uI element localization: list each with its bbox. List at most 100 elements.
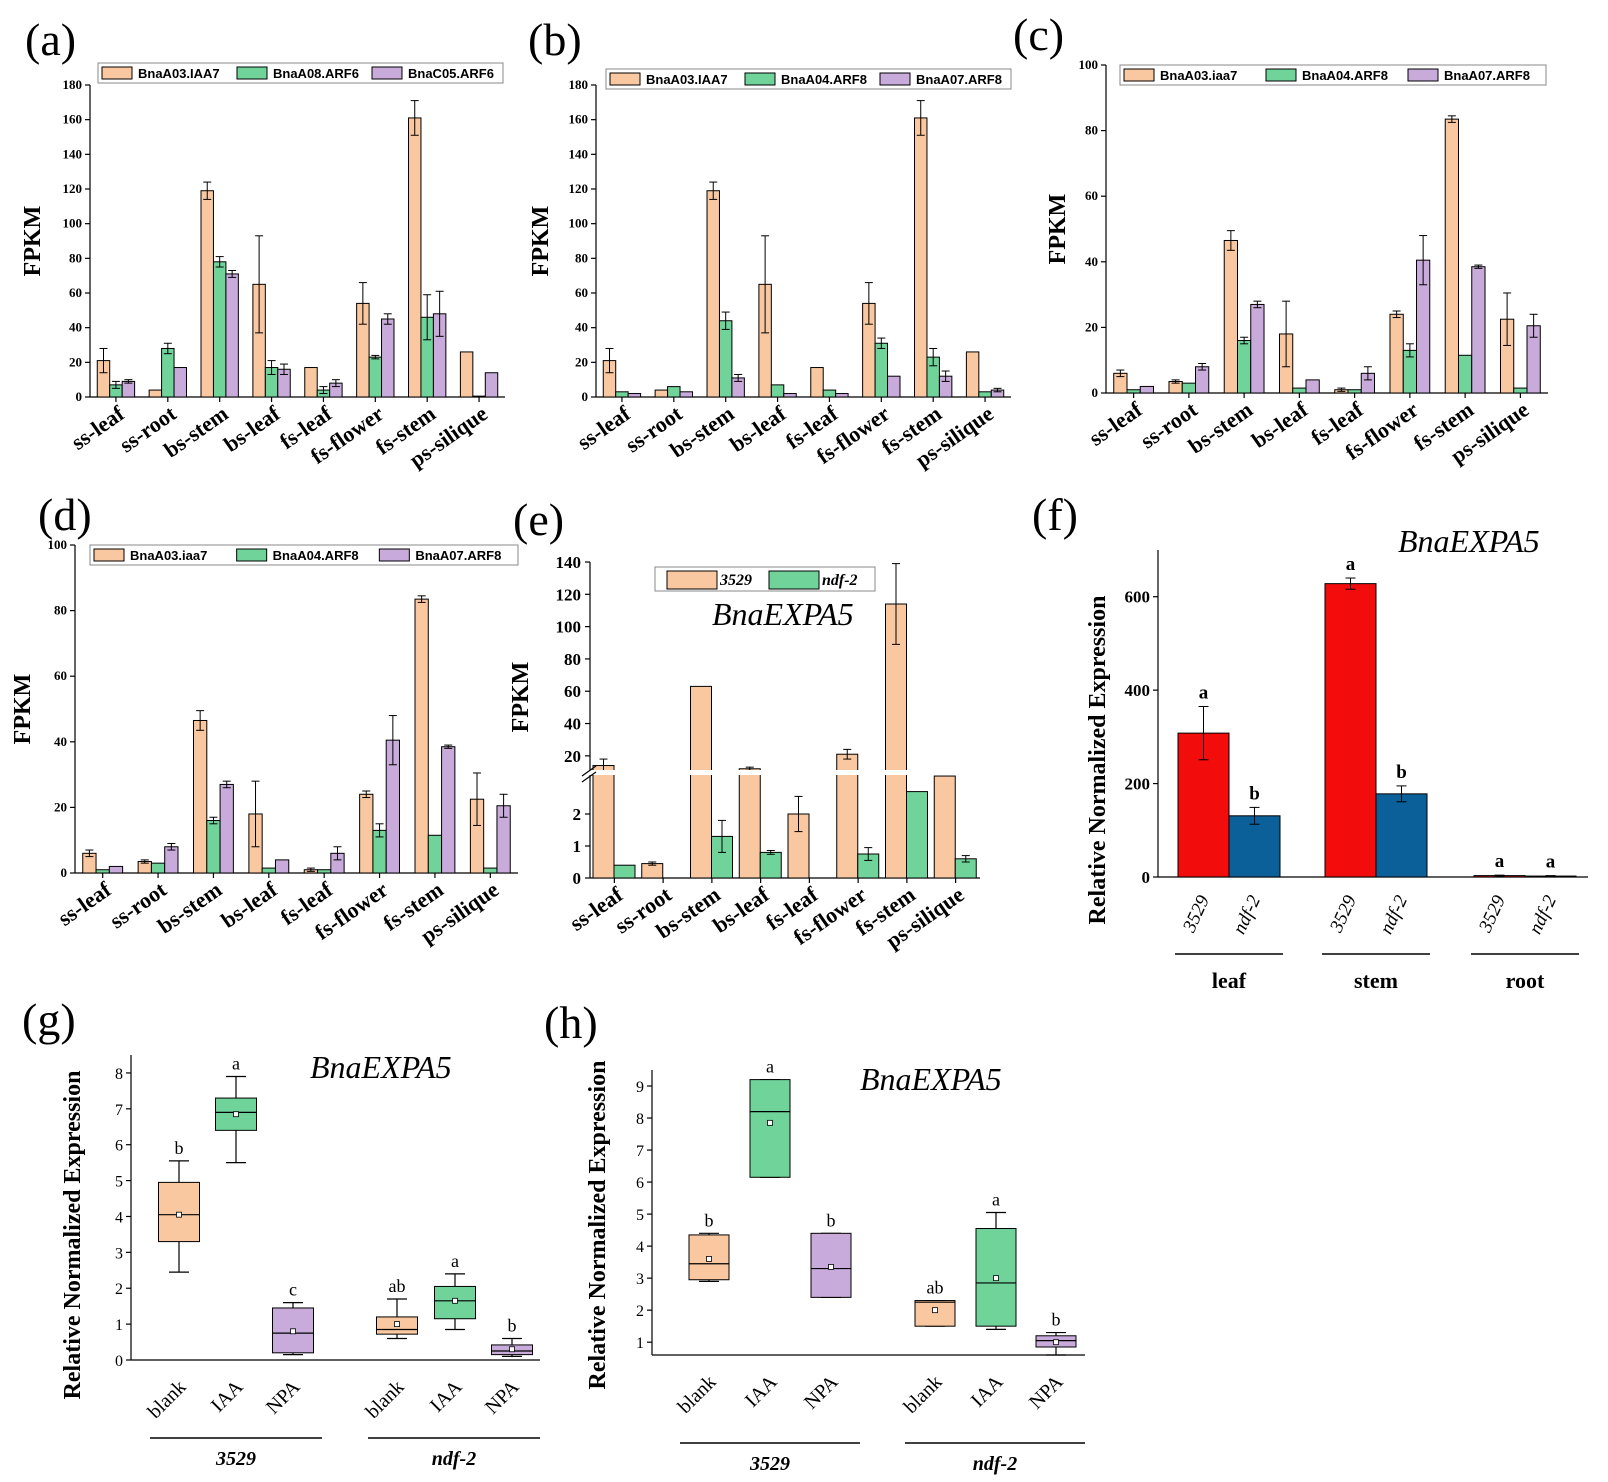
bar bbox=[225, 273, 239, 398]
bar bbox=[933, 775, 956, 879]
bar bbox=[1389, 313, 1404, 394]
legend-entry: BnaA07.ARF8 bbox=[1444, 68, 1530, 83]
bar bbox=[810, 367, 824, 398]
group-label: leaf bbox=[1212, 968, 1247, 993]
y-tick-label: 40 bbox=[564, 715, 581, 734]
bar bbox=[381, 318, 395, 398]
x-tick-label: IAA bbox=[741, 1371, 782, 1412]
significance-letter: b bbox=[827, 1210, 836, 1230]
bar bbox=[770, 384, 785, 398]
significance-letter: b bbox=[705, 1210, 714, 1230]
bar bbox=[1513, 387, 1528, 394]
mean-marker bbox=[509, 1346, 515, 1353]
legend: 3529 ndf-2 bbox=[654, 566, 876, 592]
bar bbox=[1126, 389, 1141, 394]
bar bbox=[718, 320, 733, 398]
axis-break-mark bbox=[581, 765, 597, 777]
x-tick-label: ss-leaf bbox=[53, 876, 116, 931]
legend: BnaA03.IAA7 BnaA08.ARF6 BnaC05.ARF6 bbox=[97, 62, 504, 84]
bar bbox=[1292, 387, 1307, 394]
y-tick-label: 100 bbox=[48, 537, 68, 552]
x-tick-label: ndf-2 bbox=[1229, 892, 1265, 938]
bar bbox=[359, 793, 374, 874]
legend-entry: BnaA04.ARF8 bbox=[1302, 68, 1388, 83]
mean-marker bbox=[993, 1275, 999, 1282]
y-tick-label: 20 bbox=[1085, 319, 1098, 334]
legend-swatch bbox=[1265, 68, 1297, 82]
legend-swatch bbox=[879, 72, 911, 86]
y-tick-label: 4 bbox=[115, 1209, 123, 1226]
panel-label: (g) bbox=[22, 994, 76, 1045]
legend-box bbox=[1119, 64, 1547, 86]
bar bbox=[654, 389, 669, 398]
chart-title: BnaEXPA5 bbox=[310, 1049, 452, 1085]
y-tick-label: 80 bbox=[1085, 123, 1098, 138]
box bbox=[749, 1079, 791, 1178]
bar bbox=[1324, 583, 1377, 878]
bar bbox=[148, 389, 163, 398]
bar bbox=[906, 791, 928, 879]
y-tick-label: 20 bbox=[54, 799, 67, 814]
legend-entry: BnaA07.ARF8 bbox=[916, 72, 1002, 87]
y-tick-label: 7 bbox=[115, 1102, 123, 1119]
panel-label: (d) bbox=[38, 489, 92, 540]
panel-label: (c) bbox=[1013, 9, 1064, 60]
y-axis-title: FPKM bbox=[1045, 194, 1071, 265]
bar bbox=[592, 765, 615, 879]
y-axis-title: FPKM bbox=[20, 206, 46, 277]
bar bbox=[200, 190, 214, 398]
y-tick-label: 140 bbox=[556, 553, 582, 572]
legend-swatch bbox=[609, 72, 641, 86]
mean-marker bbox=[452, 1297, 458, 1304]
panel-b: (b)020406080100120140160180FPKMss-leafss… bbox=[528, 14, 1012, 472]
y-tick-label: 20 bbox=[575, 354, 588, 369]
bar bbox=[368, 356, 383, 398]
box bbox=[158, 1181, 200, 1243]
mean-marker bbox=[828, 1264, 834, 1270]
bar bbox=[874, 342, 889, 398]
mean-marker bbox=[176, 1211, 182, 1218]
legend-swatch bbox=[768, 570, 820, 590]
bar bbox=[1444, 118, 1459, 394]
legend-swatch bbox=[1123, 68, 1155, 82]
bar bbox=[1195, 366, 1210, 394]
legend: BnaA03.iaa7 BnaA04.ARF8 BnaA07.ARF8 bbox=[89, 544, 519, 566]
significance-letter: b bbox=[175, 1138, 184, 1158]
panel-label: (a) bbox=[25, 14, 76, 65]
bar bbox=[206, 820, 221, 874]
y-tick-label: 140 bbox=[63, 146, 83, 161]
y-tick-label: 20 bbox=[564, 747, 581, 766]
group-label: stem bbox=[1354, 968, 1398, 993]
bar bbox=[1250, 303, 1265, 394]
bar bbox=[164, 846, 179, 874]
bar bbox=[441, 746, 456, 874]
y-tick-label: 2 bbox=[636, 1303, 644, 1320]
bar bbox=[427, 834, 443, 874]
y-tick-label: 80 bbox=[69, 250, 82, 265]
x-tick-label: 3529 bbox=[1475, 892, 1511, 937]
legend-swatch bbox=[236, 66, 268, 80]
significance-letter: a bbox=[1546, 852, 1556, 873]
bar bbox=[667, 386, 681, 398]
y-tick-label: 180 bbox=[63, 77, 83, 92]
bar bbox=[483, 867, 498, 874]
y-tick-label: 3 bbox=[115, 1245, 123, 1262]
y-axis-title: Relative Normalized Expression bbox=[60, 1071, 86, 1400]
legend-entry: BnaA08.ARF6 bbox=[273, 66, 359, 81]
mean-marker bbox=[932, 1307, 938, 1314]
x-tick-label: blank bbox=[674, 1371, 721, 1418]
panel-label: (h) bbox=[544, 997, 598, 1048]
x-tick-label: 3529 bbox=[1326, 892, 1362, 937]
significance-letter: b bbox=[1052, 1310, 1061, 1330]
y-axis-title: Relative Normalized Expression bbox=[585, 1061, 611, 1390]
y-tick-label: 5 bbox=[115, 1174, 123, 1191]
bar bbox=[1139, 385, 1155, 394]
y-tick-label: 180 bbox=[569, 77, 589, 92]
y-tick-label: 0 bbox=[61, 865, 68, 880]
bar bbox=[1375, 793, 1428, 878]
x-tick-label: bs-leaf bbox=[1247, 396, 1313, 453]
y-tick-label: 60 bbox=[1085, 188, 1098, 203]
chart-title: BnaEXPA5 bbox=[860, 1061, 1002, 1097]
group-label: ndf-2 bbox=[973, 1453, 1017, 1475]
y-tick-label: 3 bbox=[636, 1271, 644, 1288]
